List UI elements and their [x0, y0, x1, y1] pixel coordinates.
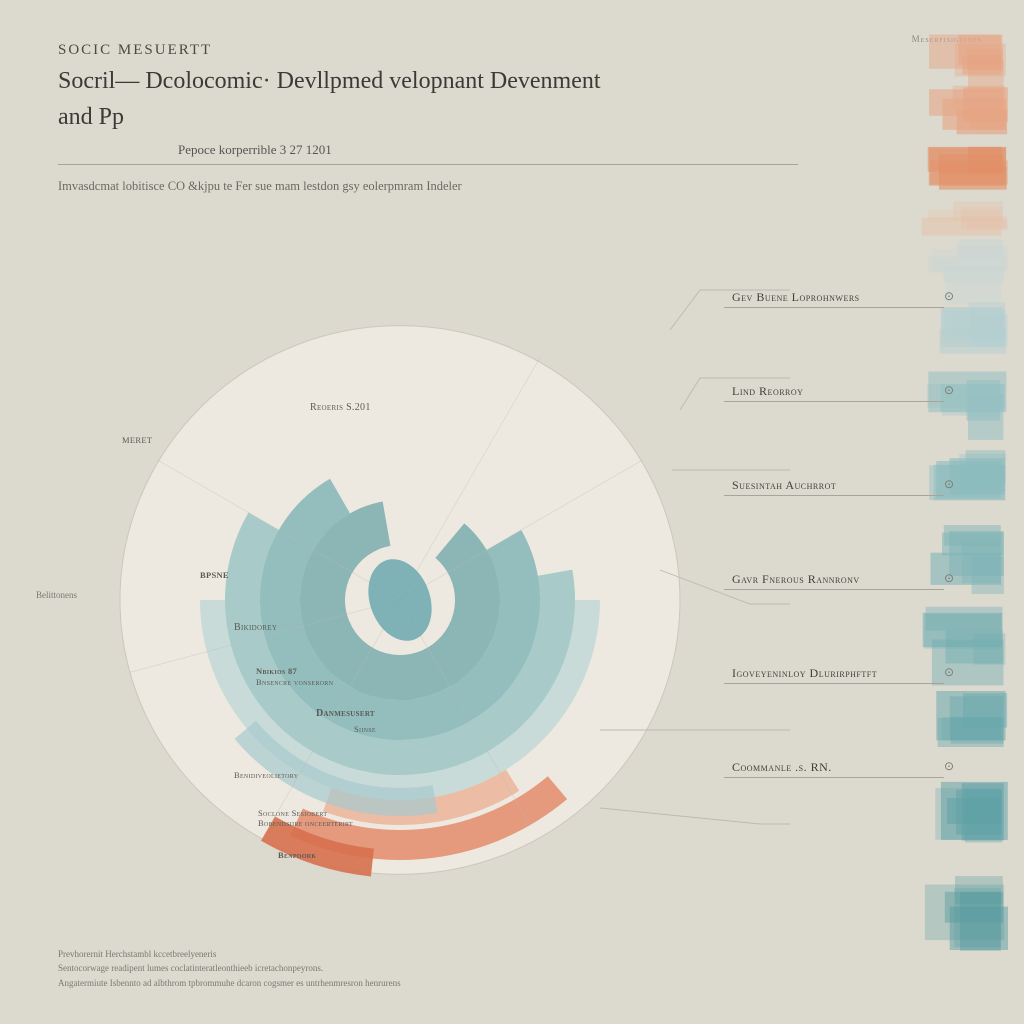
legend-rule [724, 589, 944, 590]
chart-label: Reoeris S.201 [310, 402, 371, 413]
side-axis-label: Belittonens [36, 590, 77, 600]
radial-chart [60, 230, 700, 910]
title-line-1: Socril— Dcolocomic· Devllpmed velopnant … [58, 65, 864, 99]
legend-item: Lind Reorroy⊙ [724, 384, 984, 402]
legend-handle-icon: ⊙ [944, 759, 954, 774]
callout-line [600, 808, 790, 824]
chart-label: Danmesusert [316, 708, 375, 719]
chart-label: MERET [122, 435, 152, 445]
title-line-2: and Pp [58, 101, 864, 135]
legend-item: Gavr Fnerous Rannronv⊙ [724, 572, 984, 590]
chart-label: Bobendsiire onceerterirt [258, 818, 353, 828]
legend-handle-icon: ⊙ [944, 477, 954, 492]
legend-handle-icon: ⊙ [944, 383, 954, 398]
legend-item: Coommanle .s. RN.⊙ [724, 760, 984, 778]
header: SOCIC MESUERTT Socril— Dcolocomic· Devll… [58, 42, 864, 194]
chart-label: BPSNE [200, 570, 229, 580]
chart-label: Nbikios 87 [256, 666, 297, 676]
footnote-1: Prevhorernit Herchstambl kccetbreelyener… [58, 947, 401, 961]
eyebrow: SOCIC MESUERTT [58, 42, 864, 59]
legend-item: Gev Buene Loprohnwers⊙ [724, 290, 984, 308]
legend-item: Suesintah Auchrrot⊙ [724, 478, 984, 496]
legend-item: Igoveyeninloy Dlurirphftft⊙ [724, 666, 984, 684]
footnotes: Prevhorernit Herchstambl kccetbreelyener… [58, 947, 401, 990]
chart-label: Bnsencre vonserorn [256, 677, 333, 687]
legend-rule [724, 683, 944, 684]
date-line: Pepoce korperrible 3 27 1201 [178, 142, 864, 158]
legend-rule [724, 307, 944, 308]
legend-handle-icon: ⊙ [944, 289, 954, 304]
legend-rule [724, 495, 944, 496]
chart-label: Bikidorey [234, 622, 277, 633]
chart-label: Benidiveolietory [234, 770, 298, 780]
legend-rule [724, 401, 944, 402]
legend-handle-icon: ⊙ [944, 665, 954, 680]
chart-label: Siinse [354, 724, 376, 734]
footnote-2: Sentocorwage readipent lumes coclatinter… [58, 961, 401, 975]
chart-label: Benpoork [278, 850, 316, 860]
chart-label: Soclone Sesiobert [258, 808, 327, 818]
legend-handle-icon: ⊙ [944, 571, 954, 586]
side-texture [918, 30, 1008, 990]
footnote-3: Angatermiute Isbennto ad albthrom tpbrom… [58, 976, 401, 990]
legend-rule [724, 777, 944, 778]
header-rule [58, 164, 798, 165]
header-desc: Imvasdcmat lobitisce CO &kjpu te Fer sue… [58, 179, 864, 194]
